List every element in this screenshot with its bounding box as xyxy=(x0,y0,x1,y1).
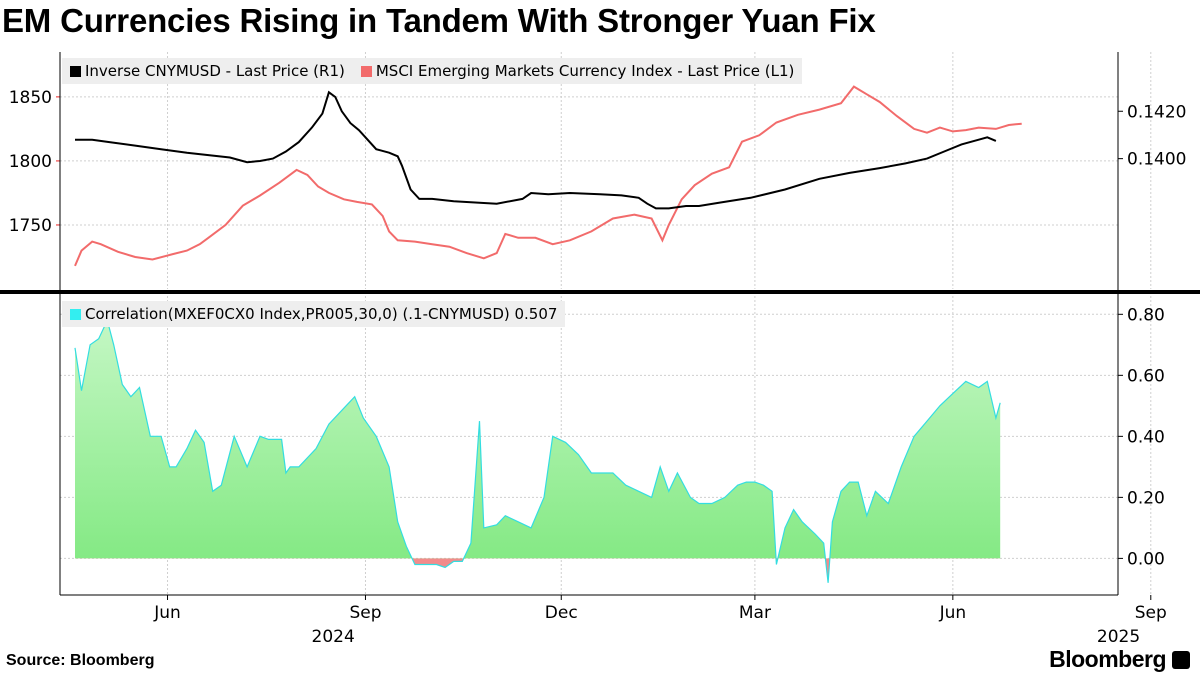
top-panel-grid xyxy=(60,52,1152,289)
correlation-line xyxy=(74,318,1001,583)
bloomberg-icon xyxy=(1172,651,1190,669)
left-tick-label-2: 1850 xyxy=(9,88,52,108)
correlation-area xyxy=(74,318,1001,583)
year-label-0: 2024 xyxy=(312,627,355,647)
x-tick-label-5: Sep xyxy=(1135,603,1167,623)
corr-tick-label-1: 0.20 xyxy=(1127,488,1165,508)
panel-divider xyxy=(0,290,1200,294)
x-tick-label-0: Jun xyxy=(153,603,181,623)
legend-swatch-correlation xyxy=(70,308,81,320)
left-tick-label-1: 1800 xyxy=(9,152,52,172)
x-tick-label-2: Dec xyxy=(545,603,578,623)
right-tick-label-0: 0.1400 xyxy=(1127,150,1186,170)
corr-tick-label-3: 0.60 xyxy=(1127,366,1165,386)
corr-tick-label-4: 0.80 xyxy=(1127,305,1165,325)
correlation-fill xyxy=(75,320,1001,583)
msci-series-line xyxy=(74,85,1022,267)
corr-tick-label-0: 0.00 xyxy=(1127,549,1165,569)
right-tick-label-1: 0.1420 xyxy=(1127,102,1186,122)
legend-swatch-msci xyxy=(360,65,372,77)
axes xyxy=(0,52,1200,600)
x-tick-label-1: Sep xyxy=(349,603,381,623)
price-lines xyxy=(74,85,1022,267)
chart-title: EM Currencies Rising in Tandem With Stro… xyxy=(2,2,876,39)
x-tick-label-3: Mar xyxy=(739,603,771,623)
year-label-1: 2025 xyxy=(1097,627,1140,647)
corr-tick-label-2: 0.40 xyxy=(1127,427,1165,447)
x-tick-label-4: Jun xyxy=(939,603,967,623)
inverse-cnymusd-series-line xyxy=(75,90,997,210)
legend-label-inverse: Inverse CNYMUSD - Last Price (R1) xyxy=(85,62,345,80)
legend-swatch-inverse xyxy=(70,65,81,77)
left-tick-label-0: 1750 xyxy=(9,216,52,236)
source-note: Source: Bloomberg xyxy=(6,652,155,669)
legend-label-correlation: Correlation(MXEF0CX0 Index,PR005,30,0) (… xyxy=(85,305,558,323)
legend-label-msci: MSCI Emerging Markets Currency Index - L… xyxy=(375,62,795,80)
tick-labels: Jun Sep Dec Mar Jun Sep 2024 2025 1750 1800 1850 0.… xyxy=(9,88,1187,647)
legend-bottom: Correlation(MXEF0CX0 Index,PR005,30,0) (… xyxy=(62,301,566,327)
legend-top: Inverse CNYMUSD - Last Price (R1) MSCI E… xyxy=(62,58,803,84)
brand-logo-text: Bloomberg xyxy=(1049,646,1166,672)
